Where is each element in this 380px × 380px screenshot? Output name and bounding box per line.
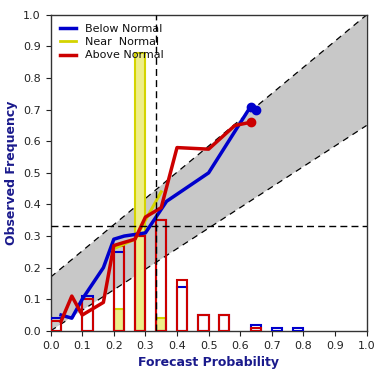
- Bar: [82, 296, 93, 331]
- Bar: [293, 328, 303, 331]
- Bar: [51, 318, 61, 331]
- Polygon shape: [51, 15, 367, 331]
- Bar: [135, 53, 146, 331]
- Bar: [135, 236, 146, 331]
- Bar: [82, 299, 93, 331]
- Legend: Below Normal, Near  Normal, Above Normal: Below Normal, Near Normal, Above Normal: [56, 21, 167, 64]
- Bar: [198, 315, 209, 331]
- Bar: [272, 328, 282, 331]
- Bar: [219, 315, 230, 331]
- Bar: [156, 220, 166, 331]
- Bar: [51, 321, 61, 331]
- Bar: [177, 287, 187, 331]
- X-axis label: Forecast Probability: Forecast Probability: [138, 356, 279, 369]
- Bar: [114, 245, 124, 331]
- Bar: [114, 252, 124, 331]
- Bar: [156, 220, 166, 331]
- Bar: [219, 315, 230, 331]
- Bar: [251, 325, 261, 331]
- Bar: [135, 236, 146, 331]
- Bar: [156, 318, 166, 331]
- Bar: [114, 309, 124, 331]
- Bar: [251, 328, 261, 331]
- Y-axis label: Observed Frequency: Observed Frequency: [5, 101, 17, 245]
- Bar: [198, 315, 209, 331]
- Bar: [177, 280, 187, 331]
